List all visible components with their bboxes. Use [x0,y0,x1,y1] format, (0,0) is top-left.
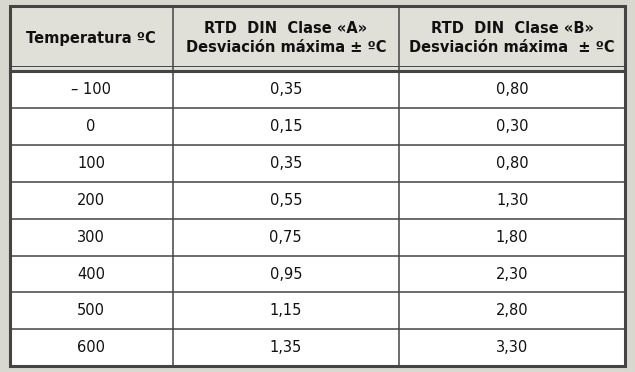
Text: 1,30: 1,30 [496,193,528,208]
Text: 100: 100 [77,155,105,171]
Text: 0,35: 0,35 [270,155,302,171]
Text: 0,30: 0,30 [496,119,528,134]
Text: RTD  DIN  Clase «B»
Desviación máxima  ± ºC: RTD DIN Clase «B» Desviación máxima ± ºC [410,21,615,55]
Text: 0,35: 0,35 [270,82,302,97]
Text: 600: 600 [77,340,105,355]
Text: 400: 400 [77,266,105,282]
Text: Temperatura ºC: Temperatura ºC [26,31,156,46]
Text: 0,15: 0,15 [269,119,302,134]
Text: 1,35: 1,35 [270,340,302,355]
Text: 0: 0 [86,119,96,134]
Bar [10,6,625,71]
Text: 3,30: 3,30 [496,340,528,355]
Text: 0,75: 0,75 [269,230,302,244]
Text: 200: 200 [77,193,105,208]
Text: RTD  DIN  Clase «A»
Desviación máxima ± ºC: RTD DIN Clase «A» Desviación máxima ± ºC [185,21,386,55]
Text: 1,80: 1,80 [496,230,528,244]
Text: – 100: – 100 [71,82,111,97]
Text: 0,95: 0,95 [269,266,302,282]
Text: 0,80: 0,80 [496,82,528,97]
Text: 2,30: 2,30 [496,266,528,282]
Text: 0,80: 0,80 [496,155,528,171]
Text: 2,80: 2,80 [496,304,528,318]
Text: 300: 300 [77,230,105,244]
Text: 0,55: 0,55 [269,193,302,208]
Text: 1,15: 1,15 [270,304,302,318]
Text: 500: 500 [77,304,105,318]
